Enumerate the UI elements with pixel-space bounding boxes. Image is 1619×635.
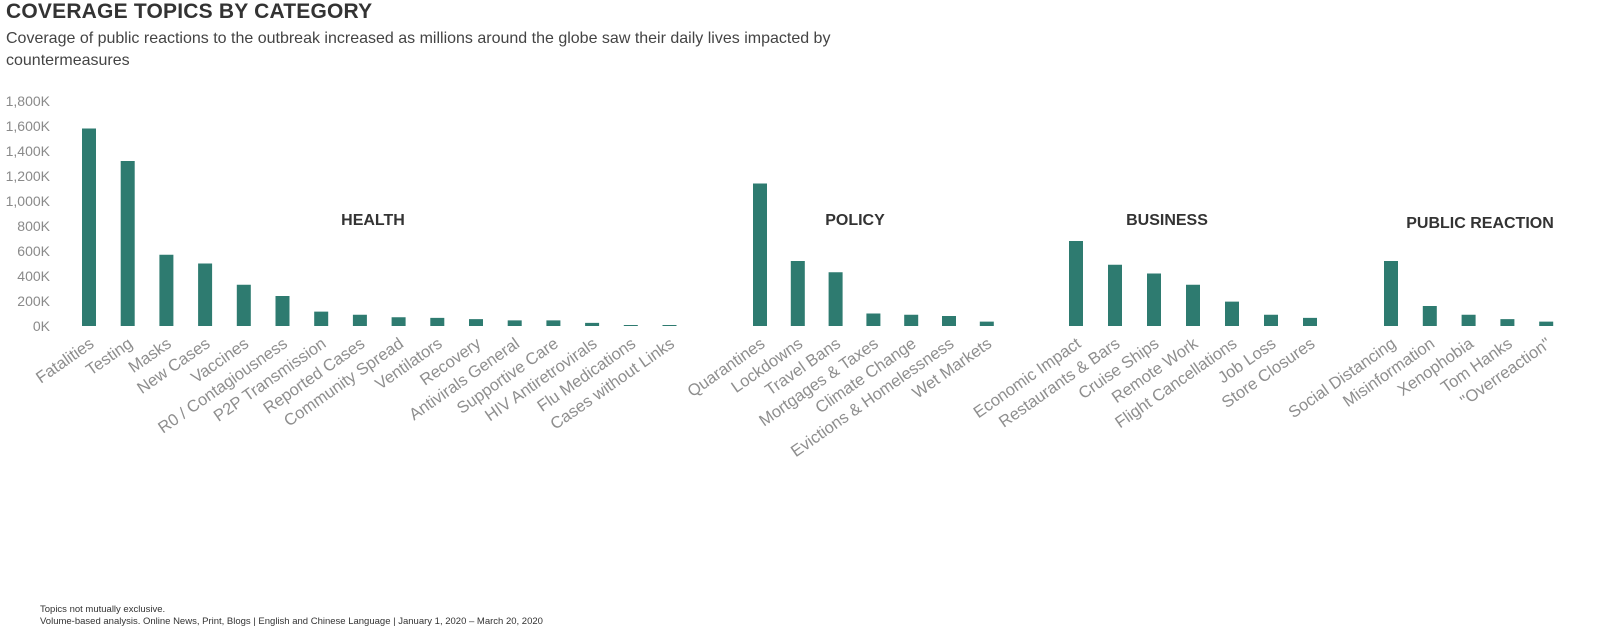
bar — [1069, 241, 1083, 326]
bar — [585, 322, 600, 326]
category-group-label: PUBLIC REACTION — [1406, 215, 1554, 232]
bar — [275, 296, 290, 326]
bar — [82, 128, 96, 326]
bar-chart: 0K 200K 400K 600K 800K 1,000K 1,200K 1,400K 1,60… — [6, 93, 1555, 461]
bar — [1225, 301, 1239, 326]
bar — [352, 314, 367, 326]
chart-subtitle: Coverage of public reactions to the outb… — [6, 30, 831, 69]
footnote-line-2: Volume-based analysis. Online News, Prin… — [40, 616, 543, 627]
y-tick-label: 1,400K — [6, 143, 51, 159]
bar — [866, 313, 881, 326]
footnotes: Topics not mutually exclusive. Volume-ba… — [40, 604, 543, 628]
y-tick-label: 400K — [17, 268, 50, 284]
bar — [1264, 314, 1278, 326]
bar — [1384, 261, 1398, 326]
bar — [430, 317, 445, 326]
bar — [236, 284, 251, 326]
y-tick-label: 600K — [17, 243, 50, 259]
bar — [507, 320, 522, 326]
bar — [753, 183, 767, 326]
bar — [979, 321, 994, 326]
bar — [1303, 317, 1317, 326]
bar — [1108, 264, 1122, 326]
category-group-label: HEALTH — [341, 212, 405, 229]
bar — [1147, 273, 1161, 326]
bar — [314, 311, 329, 326]
bar — [546, 320, 561, 326]
bar — [1461, 314, 1476, 326]
bar — [1500, 319, 1515, 326]
bar — [159, 254, 174, 326]
chart-title: COVERAGE TOPICS BY CATEGORY — [6, 0, 373, 23]
bar — [469, 319, 483, 326]
y-tick-label: 0K — [33, 318, 51, 334]
category-group-label: BUSINESS — [1126, 212, 1208, 229]
y-tick-label: 200K — [17, 293, 50, 309]
bar — [391, 317, 406, 326]
bar — [1539, 321, 1554, 326]
bar — [790, 261, 805, 326]
y-tick-label: 1,600K — [6, 118, 51, 134]
y-tick-label: 1,200K — [6, 168, 51, 184]
bar — [942, 316, 956, 326]
bar — [198, 263, 213, 326]
bar — [1422, 306, 1437, 326]
bar — [120, 161, 135, 326]
y-tick-label: 1,800K — [6, 93, 51, 109]
footnote-line-1: Topics not mutually exclusive. — [40, 604, 166, 615]
bar — [828, 272, 843, 326]
bar — [623, 325, 638, 326]
y-tick-label: 800K — [17, 218, 50, 234]
bar — [904, 314, 919, 326]
bar — [1186, 284, 1200, 326]
category-group-label: POLICY — [825, 212, 885, 229]
bar — [662, 325, 677, 326]
y-tick-label: 1,000K — [6, 193, 51, 209]
